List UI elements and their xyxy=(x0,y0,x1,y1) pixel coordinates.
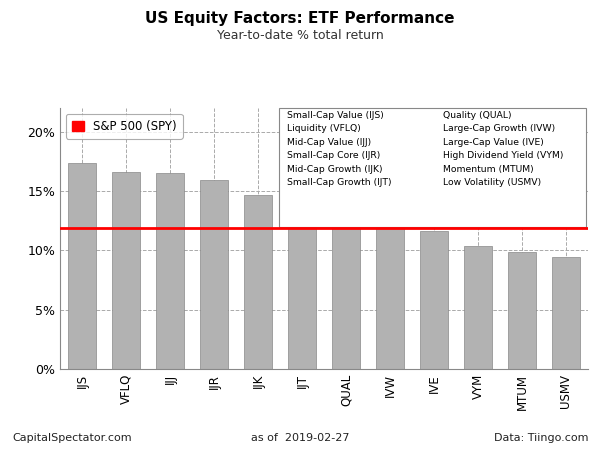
Text: Year-to-date % total return: Year-to-date % total return xyxy=(217,29,383,42)
Bar xyxy=(156,173,184,369)
Bar xyxy=(464,246,493,369)
Bar xyxy=(244,194,272,369)
Bar xyxy=(420,231,448,369)
Legend: S&P 500 (SPY): S&P 500 (SPY) xyxy=(66,114,182,139)
Bar xyxy=(68,162,97,369)
Text: CapitalSpectator.com: CapitalSpectator.com xyxy=(12,433,131,443)
Bar xyxy=(552,257,580,369)
Bar xyxy=(508,252,536,369)
Bar xyxy=(288,199,316,369)
Text: US Equity Factors: ETF Performance: US Equity Factors: ETF Performance xyxy=(145,11,455,26)
Bar xyxy=(200,180,228,369)
Text: Data: Tiingo.com: Data: Tiingo.com xyxy=(493,433,588,443)
Bar xyxy=(376,228,404,369)
Bar xyxy=(112,172,140,369)
Bar xyxy=(332,211,360,369)
Text: Small-Cap Value (IJS)
Liquidity (VFLQ)
Mid-Cap Value (IJJ)
Small-Cap Core (IJR)
: Small-Cap Value (IJS) Liquidity (VFLQ) M… xyxy=(287,111,392,187)
Text: as of  2019-02-27: as of 2019-02-27 xyxy=(251,433,349,443)
Text: Quality (QUAL)
Large-Cap Growth (IVW)
Large-Cap Value (IVE)
High Dividend Yield : Quality (QUAL) Large-Cap Growth (IVW) La… xyxy=(443,111,563,187)
FancyBboxPatch shape xyxy=(279,108,586,227)
